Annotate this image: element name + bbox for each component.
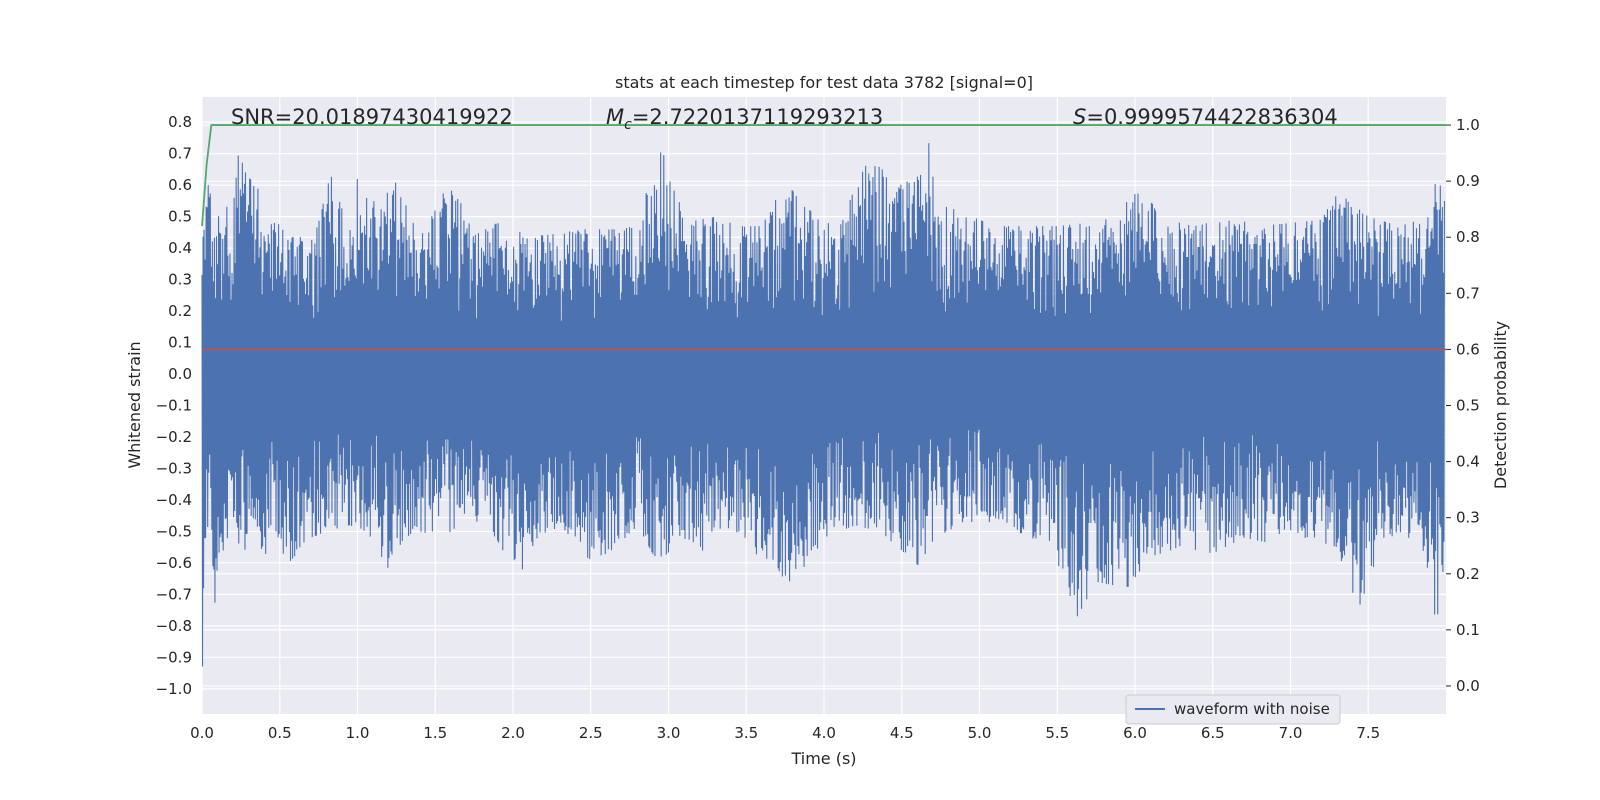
y-tick-label: 0.7	[168, 145, 192, 163]
waveform-series-line	[201, 143, 1445, 667]
legend-label: waveform with noise	[1174, 700, 1330, 718]
y-tick-label: −0.4	[156, 491, 192, 509]
y-tick-label: 0.0	[168, 365, 192, 383]
y2-tick-label: 0.3	[1456, 509, 1480, 527]
legend: waveform with noise	[1125, 694, 1341, 725]
y-tick-label: −0.1	[156, 397, 192, 415]
legend-box	[1125, 694, 1341, 725]
x-tick-label: 5.5	[1045, 724, 1069, 742]
y-tick-label: −0.5	[156, 522, 192, 540]
y-tick-label: 0.8	[168, 113, 192, 131]
snr-annotation: SNR=20.01897430419922	[231, 105, 513, 129]
y2-tick-label: 0.0	[1456, 677, 1480, 695]
x-tick-label: 7.0	[1279, 724, 1303, 742]
x-tick-label: 1.5	[423, 724, 447, 742]
y-axis-ticks: 0.8 0.7 0.6 0.5 0.4 0.3 0.2 0.1 0.0 −0.1 −0.2 −0.3 −…	[156, 113, 192, 698]
y2-tick-label: 0.5	[1456, 397, 1480, 415]
x-tick-label: 2.0	[501, 724, 525, 742]
x-axis-ticks: 0.0 0.5 1.0 1.5 2.0 2.5 3.0 3.5 4.0 4.5 5.0 5.5 6.0 6…	[190, 724, 1380, 742]
score-annotation: S=0.9999574422836304	[1073, 105, 1338, 129]
y-tick-label: 0.4	[168, 239, 192, 257]
x-tick-label: 3.0	[657, 724, 681, 742]
chirp-mass-value: =2.7220137119293213	[632, 105, 883, 129]
y-tick-label: 0.5	[168, 208, 192, 226]
y2-tick-label: 0.1	[1456, 621, 1480, 639]
x-tick-label: 6.5	[1201, 724, 1225, 742]
plot-area	[201, 124, 1446, 667]
y2-tick-label: 0.8	[1456, 228, 1480, 246]
x-tick-label: 4.5	[890, 724, 914, 742]
score-symbol: S	[1073, 105, 1086, 129]
y-tick-label: −0.6	[156, 554, 192, 572]
x-tick-label: 5.0	[968, 724, 992, 742]
y-tick-label: 0.3	[168, 271, 192, 289]
detection-probability-line	[201, 124, 1446, 227]
y2-tick-label: 0.6	[1456, 340, 1480, 358]
y2-tick-label: 0.4	[1456, 453, 1480, 471]
y-tick-label: 0.2	[168, 302, 192, 320]
y-axis-label: Whitened strain	[125, 341, 144, 468]
y-tick-label: −0.3	[156, 459, 192, 477]
x-tick-label: 0.5	[268, 724, 292, 742]
y-tick-label: 0.1	[168, 334, 192, 352]
x-tick-label: 6.0	[1123, 724, 1147, 742]
y2-tick-label: 0.2	[1456, 565, 1480, 583]
x-tick-label: 2.5	[579, 724, 603, 742]
score-value: =0.9999574422836304	[1086, 105, 1337, 129]
x-tick-label: 1.0	[346, 724, 370, 742]
chirp-mass-symbol: M	[606, 105, 624, 129]
chirp-mass-annotation: Mc=2.7220137119293213	[606, 105, 883, 133]
x-tick-label: 4.0	[812, 724, 836, 742]
x-tick-label: 7.5	[1356, 724, 1380, 742]
y2-tick-label: 0.9	[1456, 172, 1480, 190]
y-tick-label: 0.6	[168, 176, 192, 194]
x-tick-label: 3.5	[734, 724, 758, 742]
x-tick-label: 0.0	[190, 724, 214, 742]
y-tick-label: −0.2	[156, 428, 192, 446]
y2-axis-label: Detection probability	[1491, 321, 1510, 489]
x-axis-label: Time (s)	[790, 749, 856, 768]
y2-tick-label: 0.7	[1456, 284, 1480, 302]
chart-title: stats at each timestep for test data 378…	[615, 73, 1033, 92]
chirp-mass-subscript: c	[624, 117, 632, 133]
y2-tick-label: 1.0	[1456, 116, 1480, 134]
y2-axis-ticks: 1.0 0.9 0.8 0.7 0.6 0.5 0.4 0.3 0.2 0.1 0.0	[1446, 116, 1480, 695]
y-tick-label: −0.8	[156, 617, 192, 635]
y-tick-label: −1.0	[156, 680, 192, 698]
y-tick-label: −0.9	[156, 648, 192, 666]
y-tick-label: −0.7	[156, 585, 192, 603]
